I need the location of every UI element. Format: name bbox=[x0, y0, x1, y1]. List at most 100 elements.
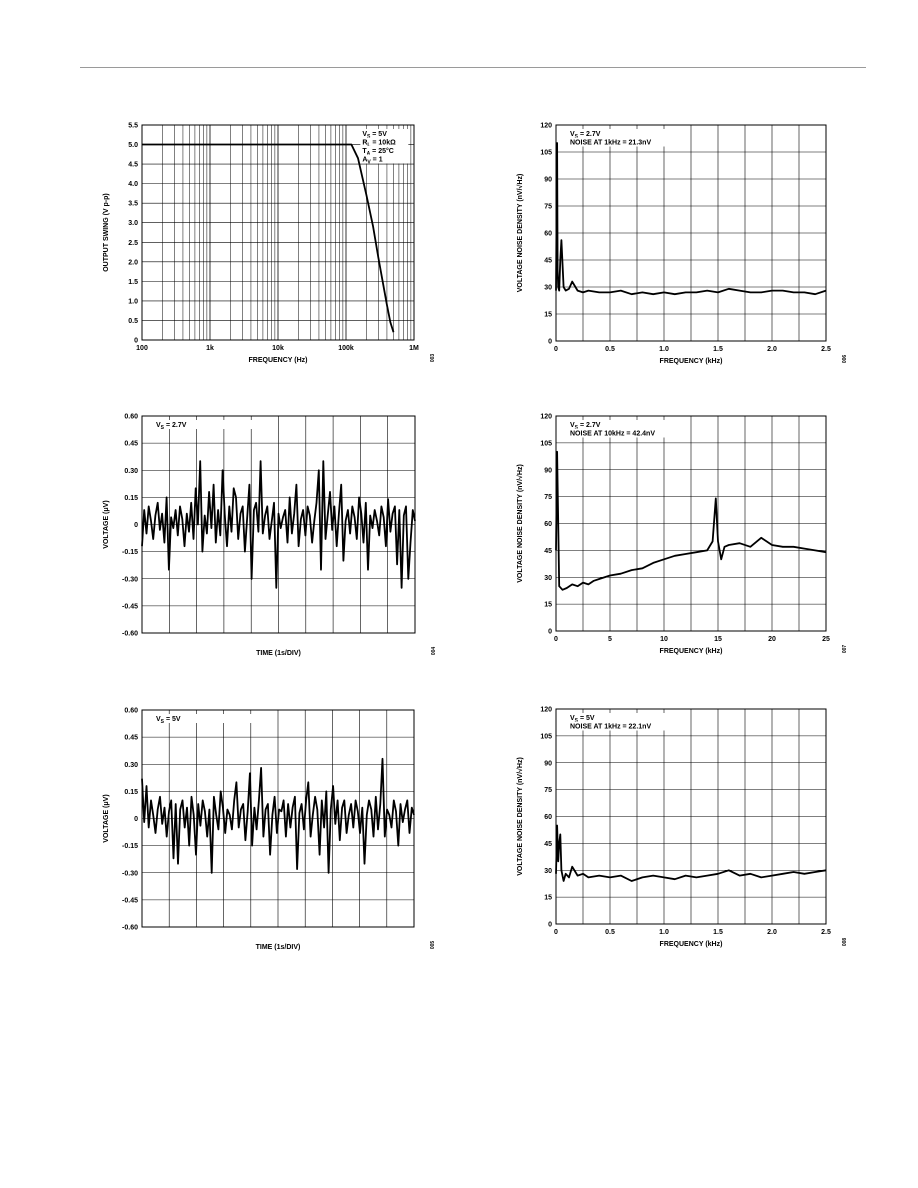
figure-code: 007 bbox=[842, 645, 848, 654]
y-tick-label: -0.60 bbox=[122, 631, 138, 638]
x-tick-label: 20 bbox=[768, 636, 776, 643]
y-tick-label: 60 bbox=[544, 521, 552, 528]
y-tick-label: 120 bbox=[540, 414, 552, 421]
y-tick-label: -0.60 bbox=[122, 925, 138, 932]
x-tick-label: 1.0 bbox=[659, 929, 669, 936]
annotation-bg bbox=[568, 420, 686, 429]
series-line bbox=[142, 143, 395, 333]
y-tick-label: 75 bbox=[544, 787, 552, 794]
x-tick-label: 2.5 bbox=[821, 346, 831, 353]
y-tick-label: 90 bbox=[544, 760, 552, 767]
x-tick-label: 5 bbox=[608, 636, 612, 643]
y-tick-label: 0.60 bbox=[124, 414, 138, 421]
y-axis-label: OUTPUT SWING (V p-p) bbox=[103, 193, 110, 272]
y-tick-label: 120 bbox=[540, 707, 552, 714]
y-tick-label: 4.0 bbox=[128, 181, 138, 188]
y-tick-label: 4.5 bbox=[128, 162, 138, 169]
annotation-label: NOISE AT 1kHz = 22.1nV bbox=[570, 724, 651, 731]
y-tick-label: -0.15 bbox=[122, 843, 138, 850]
y-tick-label: 2.0 bbox=[128, 259, 138, 266]
annotation-label: VS = 5V bbox=[156, 716, 181, 725]
annotation-label: VS = 2.7V bbox=[570, 422, 601, 431]
x-tick-label: 100k bbox=[338, 345, 354, 352]
x-tick-label: 2.0 bbox=[767, 346, 777, 353]
y-tick-label: -0.45 bbox=[122, 897, 138, 904]
series-line bbox=[141, 757, 415, 874]
y-tick-label: 3.0 bbox=[128, 220, 138, 227]
y-tick-label: 120 bbox=[540, 123, 552, 130]
annotation-bg bbox=[360, 154, 409, 164]
annotation-bg bbox=[568, 137, 686, 147]
y-tick-label: 0 bbox=[134, 522, 138, 529]
annotation-bg bbox=[568, 129, 686, 138]
x-axis-label: FREQUENCY (kHz) bbox=[660, 941, 723, 948]
annotation-bg bbox=[360, 137, 409, 147]
y-tick-label: 5.5 bbox=[128, 123, 138, 130]
y-tick-label: 0.45 bbox=[124, 735, 138, 742]
x-tick-label: 2.0 bbox=[767, 929, 777, 936]
annotation-label: AV = 1 bbox=[362, 157, 382, 166]
y-tick-label: 0 bbox=[548, 629, 552, 636]
y-tick-label: -0.30 bbox=[122, 576, 138, 583]
y-tick-label: 105 bbox=[540, 150, 552, 157]
y-tick-label: 30 bbox=[544, 285, 552, 292]
series-line bbox=[555, 824, 827, 882]
annotation-label: NOISE AT 1kHz = 21.3nV bbox=[570, 140, 651, 147]
annotation-bg bbox=[154, 420, 272, 429]
y-tick-label: 30 bbox=[544, 575, 552, 582]
y-tick-label: 75 bbox=[544, 204, 552, 211]
annotation-label: NOISE AT 10kHz = 42.4nV bbox=[570, 431, 655, 438]
y-tick-label: 90 bbox=[544, 177, 552, 184]
y-tick-label: 0 bbox=[134, 816, 138, 823]
x-tick-label: 1.5 bbox=[713, 346, 723, 353]
y-tick-label: 105 bbox=[540, 733, 552, 740]
y-tick-label: -0.45 bbox=[122, 603, 138, 610]
y-tick-label: 1.5 bbox=[128, 279, 138, 286]
x-tick-label: 15 bbox=[714, 636, 722, 643]
x-tick-label: 1.0 bbox=[659, 346, 669, 353]
plot-frame bbox=[555, 708, 827, 925]
x-axis-label: TIME (1s/DIV) bbox=[256, 650, 301, 657]
y-tick-label: 0 bbox=[548, 339, 552, 346]
y-tick-label: 2.5 bbox=[128, 240, 138, 247]
y-tick-label: 90 bbox=[544, 467, 552, 474]
annotation-bg bbox=[568, 713, 686, 722]
annotation-label: VS = 5V bbox=[570, 715, 595, 724]
figure-code: 008 bbox=[842, 938, 848, 947]
series-line bbox=[555, 142, 827, 296]
x-tick-label: 1k bbox=[206, 345, 214, 352]
y-tick-label: 0.15 bbox=[124, 789, 138, 796]
y-tick-label: 75 bbox=[544, 494, 552, 501]
x-axis-label: FREQUENCY (kHz) bbox=[660, 648, 723, 655]
figure-code: 003 bbox=[430, 354, 436, 363]
annotation-bg bbox=[568, 721, 686, 731]
y-tick-label: 45 bbox=[544, 841, 552, 848]
annotation-label: TA = 25°C bbox=[362, 147, 394, 157]
y-tick-label: 0.15 bbox=[124, 495, 138, 502]
annotation-bg bbox=[360, 129, 409, 138]
annotation-bg bbox=[360, 146, 409, 155]
y-axis-label: VOLTAGE NOISE DENSITY (nV/√Hz) bbox=[516, 174, 524, 293]
y-tick-label: 0.5 bbox=[128, 318, 138, 325]
header-rule bbox=[80, 67, 866, 68]
plot-frame bbox=[141, 124, 415, 341]
y-tick-label: 60 bbox=[544, 814, 552, 821]
y-tick-label: 1.0 bbox=[128, 298, 138, 305]
x-axis-label: TIME (1s/DIV) bbox=[256, 944, 301, 951]
x-tick-label: 0 bbox=[554, 929, 558, 936]
y-tick-label: 45 bbox=[544, 258, 552, 265]
x-tick-label: 0.5 bbox=[605, 346, 615, 353]
annotation-bg bbox=[568, 428, 686, 438]
y-tick-label: 3.5 bbox=[128, 201, 138, 208]
y-tick-label: 5.0 bbox=[128, 142, 138, 149]
y-axis-label: VOLTAGE NOISE DENSITY (nV/√Hz) bbox=[516, 464, 524, 583]
y-axis-label: VOLTAGE (μV) bbox=[103, 794, 110, 842]
y-axis-label: VOLTAGE NOISE DENSITY (nV/√Hz) bbox=[516, 757, 524, 876]
plot-frame bbox=[141, 415, 416, 634]
y-tick-label: 0.30 bbox=[124, 468, 138, 475]
y-tick-label: 0.30 bbox=[124, 762, 138, 769]
x-tick-label: 1.5 bbox=[713, 929, 723, 936]
figure-code: 006 bbox=[842, 355, 848, 364]
